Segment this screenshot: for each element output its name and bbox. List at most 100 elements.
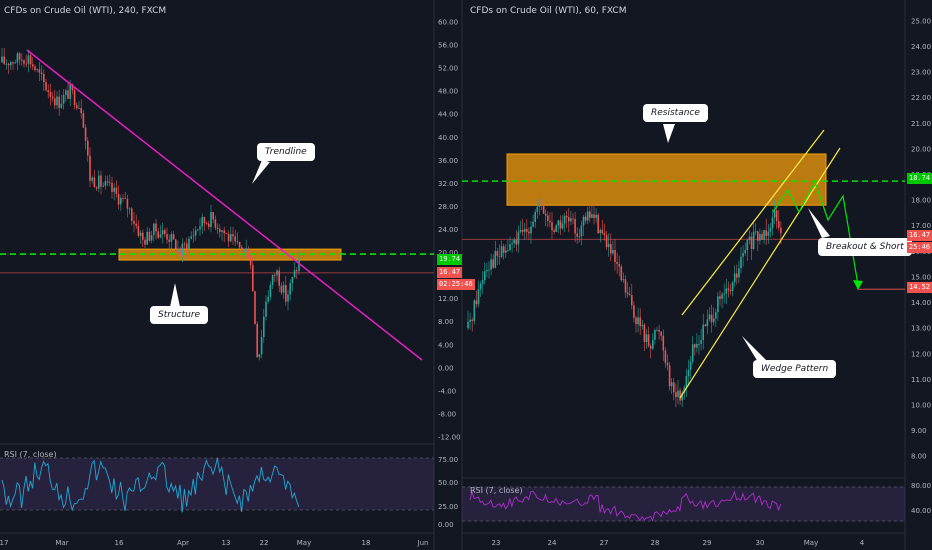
right-price-tick: 14.00 xyxy=(911,299,931,307)
left-candle-body xyxy=(131,208,133,221)
left-candle-body xyxy=(89,155,91,181)
right-candle-body xyxy=(565,215,568,218)
right-candle-body xyxy=(696,344,698,348)
right-candle-body xyxy=(507,250,509,251)
left-candle-body xyxy=(23,60,25,64)
left-candle-body xyxy=(124,198,126,199)
left-rsi-label: RSI (7, close) xyxy=(4,450,57,459)
right-candle-body xyxy=(677,390,679,398)
left-countdown-tag: 02:25:46 xyxy=(437,279,475,290)
left-candle-body xyxy=(40,72,43,74)
right-candle-body xyxy=(614,249,616,262)
right-candle-body xyxy=(740,256,742,269)
right-candle-body xyxy=(486,269,488,272)
left-candle-body xyxy=(260,337,263,355)
left-candle-body xyxy=(49,92,52,97)
left-candle-body xyxy=(76,105,78,109)
left-candle-body xyxy=(148,231,151,241)
left-candle-body xyxy=(34,66,36,71)
right-price-tick: 22.00 xyxy=(911,94,931,102)
left-time-tick: 18 xyxy=(362,539,371,547)
left-candle-body xyxy=(78,107,80,109)
left-time-tick: Jun xyxy=(417,539,429,547)
right-candle-body xyxy=(492,259,494,268)
right-candle-body xyxy=(656,329,658,331)
right-candle-body xyxy=(639,317,641,327)
right-candle-body xyxy=(750,236,753,249)
left-price-tick: 8.00 xyxy=(438,318,454,326)
left-candle-body xyxy=(126,198,129,209)
right-candle-body xyxy=(778,221,780,228)
left-candle-body xyxy=(282,285,285,293)
left-candle-body xyxy=(1,56,3,63)
right-price-tick: 8.00 xyxy=(911,453,927,461)
left-trendline xyxy=(26,49,423,361)
right-candle-body xyxy=(584,216,587,221)
left-candle-body xyxy=(190,236,192,239)
right-candle-body xyxy=(544,213,547,216)
left-candle-body xyxy=(179,249,181,256)
left-candle-body xyxy=(197,229,199,231)
right-candle-body xyxy=(469,319,471,322)
left-candle-body xyxy=(161,230,164,235)
right-candle-body xyxy=(681,392,683,401)
right-candle-body xyxy=(471,319,473,321)
left-price-tick: -12.00 xyxy=(438,434,461,442)
left-candle-body xyxy=(113,187,115,192)
right-candle-body xyxy=(662,335,665,351)
breakout-callout: Breakout & Short xyxy=(818,238,912,256)
right-time-tick: 29 xyxy=(703,539,712,547)
right-candle-body xyxy=(748,236,751,241)
left-candle-body xyxy=(56,96,58,106)
right-candle-body xyxy=(725,288,728,294)
left-candle-body xyxy=(298,259,300,272)
left-candle-body xyxy=(168,239,170,242)
left-candle-body xyxy=(276,270,278,276)
right-rsi-tick: 40.00 xyxy=(911,507,931,515)
left-price-tick: 36.00 xyxy=(438,157,458,165)
structure-callout-pointer xyxy=(170,283,180,307)
right-candle-body xyxy=(479,283,482,290)
right-candle-body xyxy=(759,234,761,241)
left-candle-body xyxy=(203,217,206,224)
left-candle-body xyxy=(153,223,155,235)
right-candle-body xyxy=(744,250,746,254)
left-candle-body xyxy=(219,229,221,232)
left-candle-body xyxy=(170,234,173,242)
right-candle-body xyxy=(631,295,633,306)
right-candle-body xyxy=(694,344,696,348)
right-candle-body xyxy=(752,231,755,249)
right-candle-body xyxy=(542,205,545,214)
left-candle-body xyxy=(16,53,19,63)
right-candle-body xyxy=(706,319,709,327)
right-candle-body xyxy=(633,305,635,318)
left-candle-body xyxy=(12,62,14,64)
right-candle-body xyxy=(712,318,715,323)
right-candle-body xyxy=(553,230,555,232)
right-candle-body xyxy=(488,269,490,271)
right-candle-body xyxy=(773,210,776,218)
right-candle-body xyxy=(765,230,767,236)
left-candle-body xyxy=(120,197,122,205)
right-candle-body xyxy=(761,234,763,240)
resistance-callout: Resistance xyxy=(643,104,708,122)
right-candle-body xyxy=(582,216,585,226)
right-price-tick: 25.00 xyxy=(911,17,931,25)
right-candle-body xyxy=(568,217,570,222)
left-price-tick: 0.00 xyxy=(438,364,454,372)
right-chart-title: CFDs on Crude Oil (WTI), 60, FXCM xyxy=(470,6,627,16)
right-candle-body xyxy=(622,279,625,281)
left-candle-body xyxy=(10,62,12,66)
right-time-tick: 28 xyxy=(651,539,660,547)
right-candle-body xyxy=(515,239,518,245)
right-candle-body xyxy=(641,324,644,327)
right-candle-body xyxy=(679,390,681,401)
left-candle-body xyxy=(67,90,69,99)
right-candle-body xyxy=(780,227,782,234)
left-candle-body xyxy=(234,236,236,242)
left-candle-body xyxy=(133,220,135,224)
right-candle-body xyxy=(754,231,757,233)
left-candle-body xyxy=(172,234,175,240)
